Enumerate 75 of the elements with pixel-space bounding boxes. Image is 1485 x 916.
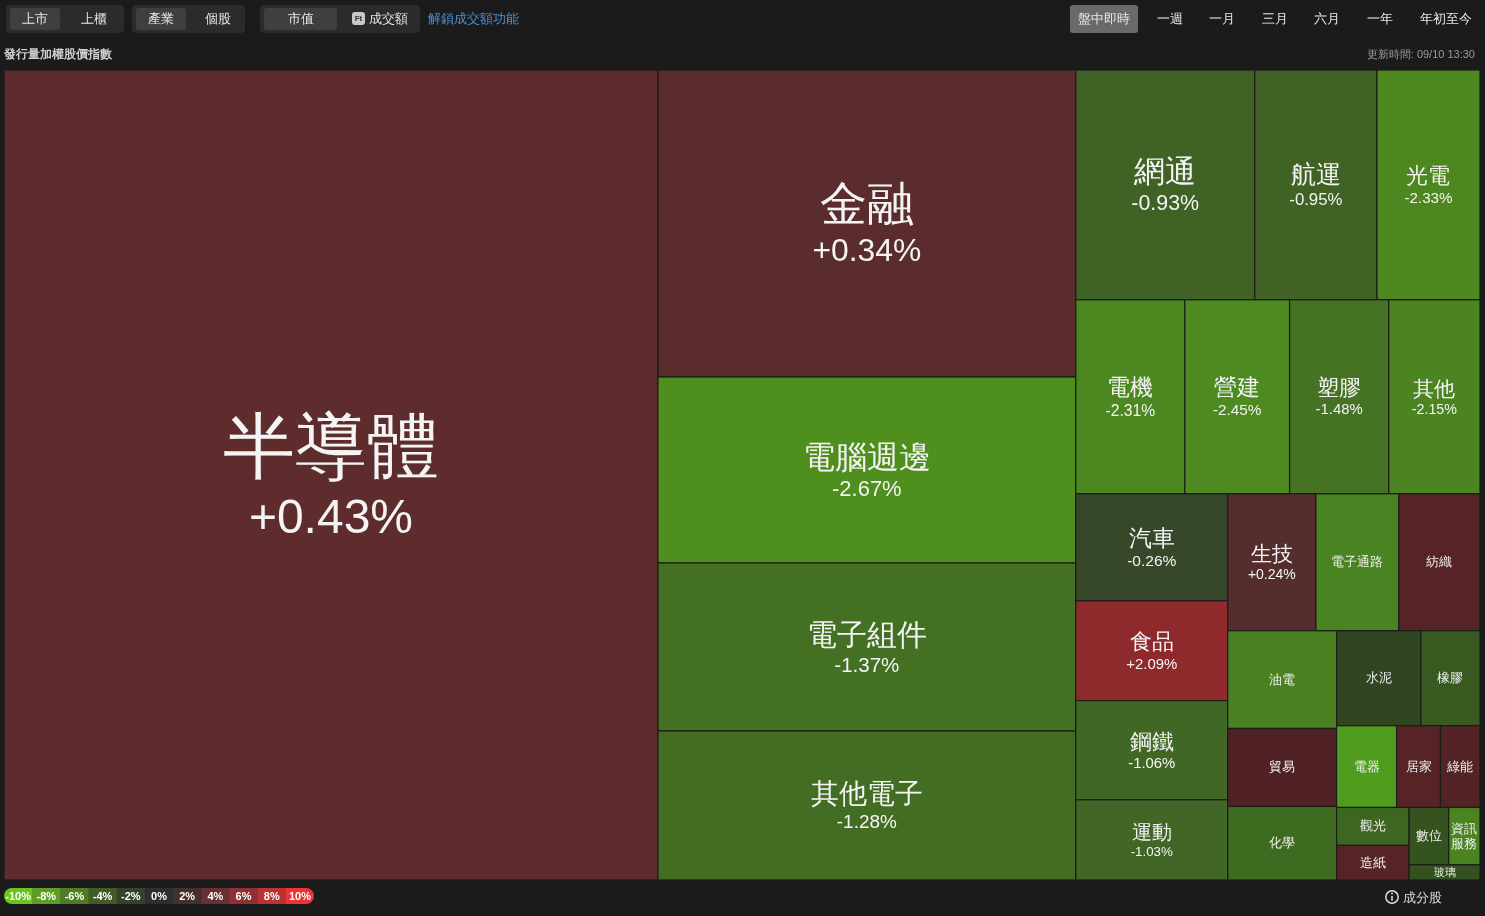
category-label: 生技 (1250, 542, 1293, 566)
data-label: +0.43% (248, 489, 414, 543)
data-label: -2.31% (1105, 401, 1156, 419)
button: 三月 (1255, 5, 1295, 33)
category-label: 水泥 (1365, 671, 1392, 686)
data-label: -2.15% (1411, 400, 1458, 417)
category-label: 其他 (1413, 376, 1456, 400)
button: 一週 (1150, 5, 1190, 33)
button: 產業 (136, 8, 186, 30)
data-label: -1.03% (1130, 843, 1174, 859)
button: 一月 (1202, 5, 1242, 33)
category-label: 電腦週邊 (802, 438, 931, 475)
data-label: +0.24% (1247, 566, 1296, 583)
category-label: 資訊服務 (1451, 821, 1478, 851)
category-label: 綠能 (1446, 759, 1474, 774)
link: 解鎖成交額功能 (428, 10, 519, 28)
category-label: 紡織 (1426, 555, 1453, 570)
category-label: 食品 (1129, 629, 1174, 655)
text: 發行量加權股價指數 (3, 47, 113, 61)
data-label: -1.48% (1315, 401, 1363, 418)
category-label: 光電 (1406, 163, 1451, 189)
text: 成分股 (1403, 889, 1442, 905)
category-label: 化學 (1269, 836, 1296, 851)
button: 一年 (1360, 5, 1400, 33)
category-label: 電子通路 (1331, 555, 1384, 570)
button: Ft 成交額 (345, 8, 415, 30)
button: 上櫃 (68, 8, 120, 30)
category-label: 觀光 (1359, 819, 1386, 834)
data-label: -0.93% (1131, 190, 1200, 215)
category-label: 玻璃 (1433, 866, 1456, 879)
button: 六月 (1307, 5, 1347, 33)
data-label: -8% (36, 890, 57, 902)
data-label: 4% (207, 890, 224, 902)
category-label: 半導體 (222, 405, 439, 486)
data-label: 2% (179, 890, 196, 902)
category-label: 鋼鐵 (1129, 728, 1174, 754)
data-label: 8% (263, 890, 280, 902)
data-label: 6% (235, 890, 252, 902)
category-label: 營建 (1214, 374, 1261, 400)
data-label: -1.06% (1128, 754, 1176, 771)
category-label: 數位 (1415, 829, 1442, 844)
data-label: -0.26% (1127, 551, 1177, 569)
category-label: 汽車 (1128, 524, 1175, 551)
button: 盤中即時 (1070, 5, 1138, 33)
data-label: -2.67% (832, 476, 902, 502)
category-label: 塑膠 (1317, 375, 1362, 401)
category-label: 電子組件 (806, 617, 927, 651)
category-label: 橡膠 (1437, 671, 1464, 686)
data-label: +2.09% (1126, 654, 1178, 672)
data-label: 0% (151, 890, 168, 902)
data-label: -6% (64, 890, 85, 902)
category-label: 油電 (1269, 672, 1296, 687)
data-label: -1.28% (836, 811, 898, 832)
category-label: 居家 (1405, 758, 1432, 774)
data-label: +0.34% (812, 232, 922, 269)
button: 個股 (194, 8, 242, 30)
data-label: -0.95% (1289, 189, 1343, 209)
data-label: -2% (121, 890, 141, 902)
data-label: -4% (92, 890, 113, 902)
category-label: 金融 (819, 178, 914, 231)
data-label: -1.37% (834, 652, 900, 676)
data-label: -2.45% (1212, 401, 1262, 419)
button: 上市 (10, 8, 60, 30)
category-label: 網通 (1133, 154, 1197, 190)
category-label: 運動 (1131, 820, 1172, 843)
category-label: 造紙 (1359, 855, 1386, 870)
category-label: 電機 (1107, 374, 1154, 401)
button: 市值 (264, 8, 337, 30)
data-label: -2.33% (1404, 189, 1453, 207)
text: 更新時間: 09/10 13:30 (1366, 48, 1475, 60)
button: 年初至今 (1414, 5, 1478, 33)
category-label: 航運 (1290, 161, 1341, 189)
category-label: 貿易 (1269, 760, 1296, 775)
category-label: 電器 (1353, 759, 1380, 774)
category-label: 其他電子 (810, 778, 923, 810)
